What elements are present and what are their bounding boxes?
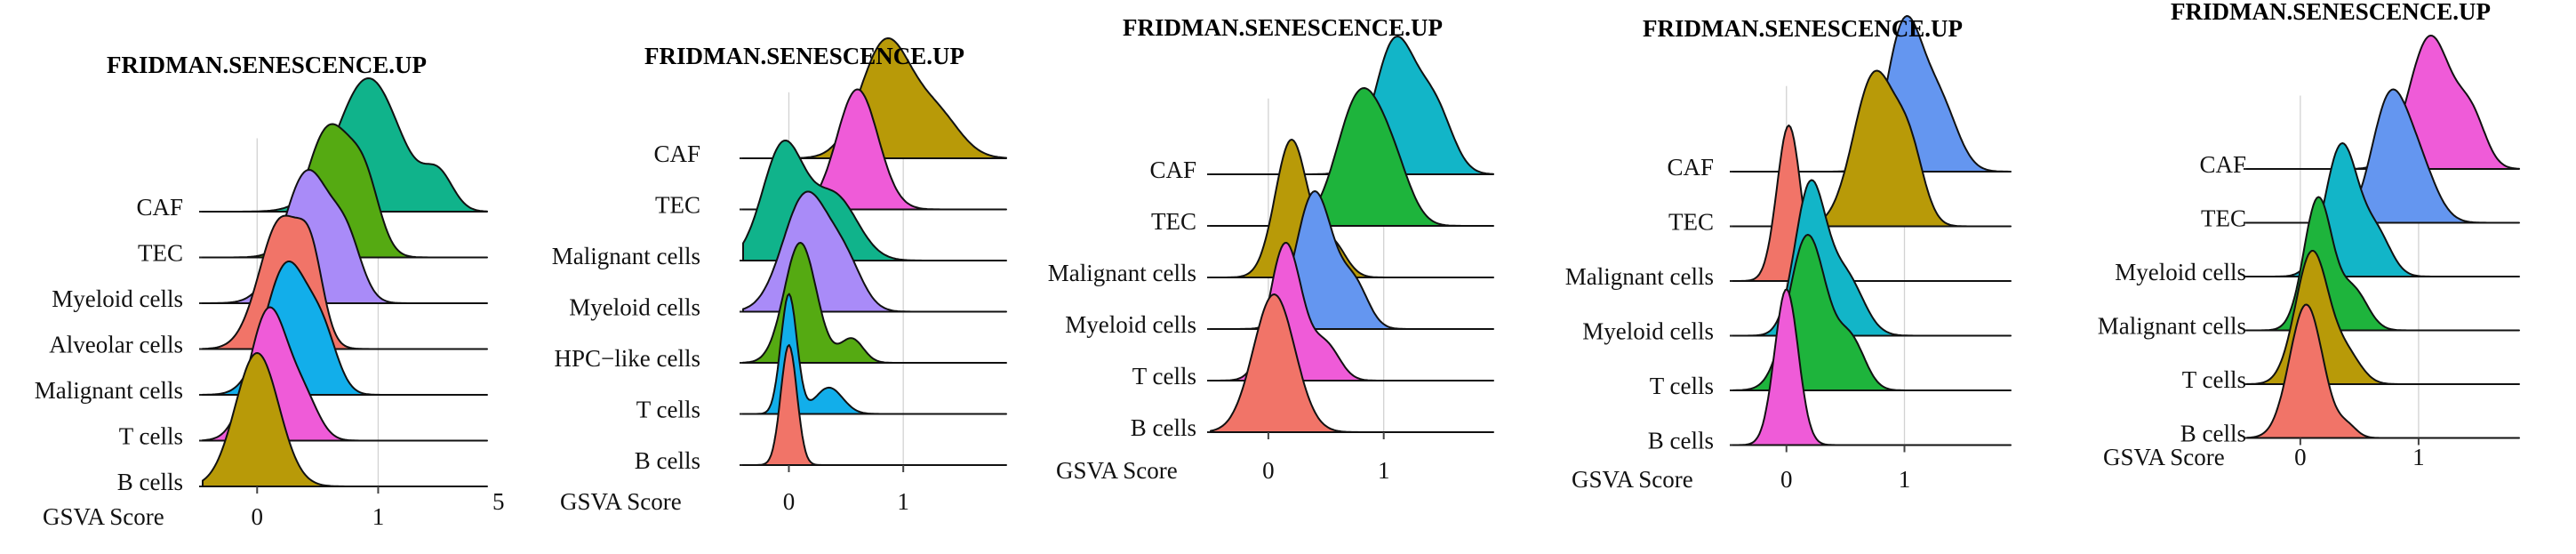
ridge-b-cells bbox=[2246, 303, 2520, 439]
x-axis-label: GSVA Score bbox=[1572, 466, 1693, 493]
row-label-alveolar-cells: Alveolar cells bbox=[49, 332, 183, 358]
row-label-t-cells: T cells bbox=[1650, 373, 1714, 399]
ridge-tec bbox=[202, 123, 488, 259]
row-label-myeloid-cells: Myeloid cells bbox=[52, 285, 183, 312]
x-tick-label: 1 bbox=[2412, 444, 2425, 470]
x-tick-label: 0 bbox=[2294, 444, 2307, 470]
row-label-caf: CAF bbox=[1149, 157, 1196, 183]
x-axis-label: GSVA Score bbox=[560, 488, 682, 515]
stray-axis-glyph: 5 bbox=[492, 488, 505, 515]
row-label-malignant-cells: Malignant cells bbox=[552, 243, 700, 269]
row-label-tec: TEC bbox=[1151, 208, 1196, 235]
row-label-myeloid-cells: Myeloid cells bbox=[569, 294, 700, 321]
ridge-tec bbox=[2246, 88, 2520, 224]
ridge-malignant-cells bbox=[1210, 139, 1494, 278]
row-label-t-cells: T cells bbox=[636, 397, 700, 423]
ridgeline-panel-4: CAF TEC Malignant cells Myeloid cells T cell… bbox=[1565, 15, 2012, 493]
chart-title: FRIDMAN.SENESCENCE.UP bbox=[2171, 0, 2491, 25]
ridgeline-panel-3: CAF TEC Malignant cells Myeloid cells T cell… bbox=[1048, 14, 1494, 484]
row-label-b-cells: B cells bbox=[635, 447, 700, 474]
x-tick-label: 1 bbox=[1378, 457, 1390, 484]
ridgeline-panel-1: CAF TEC Myeloid cells Alveolar cells Maligna… bbox=[35, 52, 505, 530]
row-label-caf: CAF bbox=[1667, 154, 1714, 181]
row-label-tec: TEC bbox=[138, 240, 183, 267]
x-tick-label: 0 bbox=[783, 488, 796, 515]
row-label-b-cells: B cells bbox=[2180, 421, 2246, 447]
row-label-b-cells: B cells bbox=[1131, 414, 1196, 441]
x-tick-label: 1 bbox=[372, 503, 385, 530]
ridgeline-panel-2: CAF TEC Malignant cells Myeloid cells HPC−li… bbox=[552, 37, 1007, 515]
row-label-myeloid-cells: Myeloid cells bbox=[1582, 318, 1714, 345]
row-label-t-cells: T cells bbox=[1132, 363, 1196, 389]
row-label-caf: CAF bbox=[2199, 151, 2246, 178]
x-tick-label: 1 bbox=[1899, 466, 1911, 493]
x-axis-label: GSVA Score bbox=[43, 503, 164, 530]
ridge-t-cells bbox=[742, 293, 1007, 415]
x-tick-label: 0 bbox=[1262, 457, 1275, 484]
row-label-tec: TEC bbox=[2201, 205, 2246, 232]
row-label-malignant-cells: Malignant cells bbox=[35, 377, 183, 404]
ridge-b-cells bbox=[202, 352, 488, 487]
row-label-caf: CAF bbox=[653, 141, 700, 167]
row-label-malignant-cells: Malignant cells bbox=[1048, 260, 1196, 286]
x-axis-label: GSVA Score bbox=[2103, 444, 2225, 470]
chart-title: FRIDMAN.SENESCENCE.UP bbox=[644, 43, 964, 69]
row-label-hpc-like-cells: HPC−like cells bbox=[555, 345, 700, 372]
row-label-caf: CAF bbox=[136, 194, 183, 221]
ridge-b-cells bbox=[1732, 288, 2012, 446]
row-label-b-cells: B cells bbox=[117, 469, 183, 495]
chart-title: FRIDMAN.SENESCENCE.UP bbox=[107, 52, 427, 78]
x-axis-label: GSVA Score bbox=[1056, 457, 1178, 484]
ridge-tec bbox=[1210, 87, 1494, 227]
ridge-hpc-like-cells bbox=[742, 242, 1007, 364]
x-tick-label: 1 bbox=[897, 488, 909, 515]
row-label-t-cells: T cells bbox=[119, 423, 183, 450]
chart-title: FRIDMAN.SENESCENCE.UP bbox=[1643, 15, 1963, 42]
ridgeline-panel-5: CAF TEC Myeloid cells Malignant cells T cell… bbox=[2098, 0, 2520, 470]
ridge-b-cells bbox=[742, 344, 1007, 466]
row-label-tec: TEC bbox=[655, 192, 700, 219]
row-label-malignant-cells: Malignant cells bbox=[2098, 313, 2246, 340]
ridge-b-cells bbox=[1210, 293, 1494, 433]
x-tick-label: 0 bbox=[1780, 466, 1793, 493]
row-label-tec: TEC bbox=[1668, 209, 1714, 236]
row-label-myeloid-cells: Myeloid cells bbox=[1065, 311, 1196, 338]
row-label-malignant-cells: Malignant cells bbox=[1565, 263, 1714, 290]
chart-title: FRIDMAN.SENESCENCE.UP bbox=[1123, 14, 1443, 41]
row-label-b-cells: B cells bbox=[1648, 428, 1714, 454]
row-label-t-cells: T cells bbox=[2182, 366, 2246, 393]
row-label-myeloid-cells: Myeloid cells bbox=[2115, 259, 2246, 285]
x-tick-label: 0 bbox=[252, 503, 264, 530]
